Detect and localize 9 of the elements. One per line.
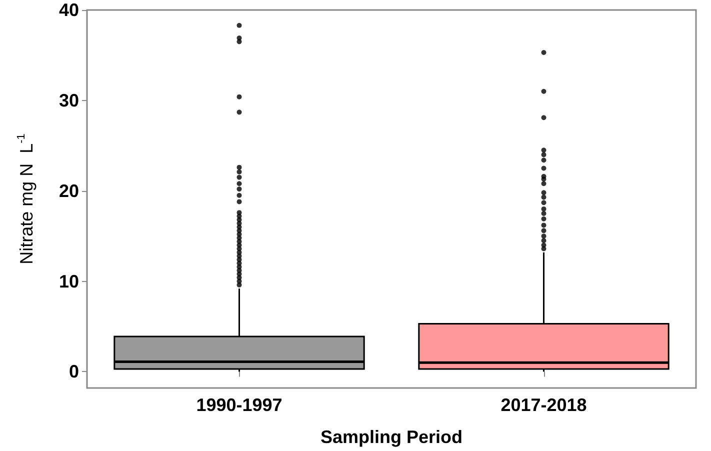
y-tick-label: 40 <box>58 0 79 20</box>
y-tick-label: 20 <box>58 180 79 201</box>
y-tick-label: 30 <box>58 90 79 110</box>
x-axis-title: Sampling Period <box>320 427 463 447</box>
x-tick-label: 1990-1997 <box>196 395 282 415</box>
y-tick-label: 0 <box>68 362 79 382</box>
y-axis-title: Nitrate mg N L-1 <box>16 134 36 264</box>
y-tick-label: 10 <box>58 271 79 292</box>
x-tick-label: 2017-2018 <box>500 395 587 415</box>
